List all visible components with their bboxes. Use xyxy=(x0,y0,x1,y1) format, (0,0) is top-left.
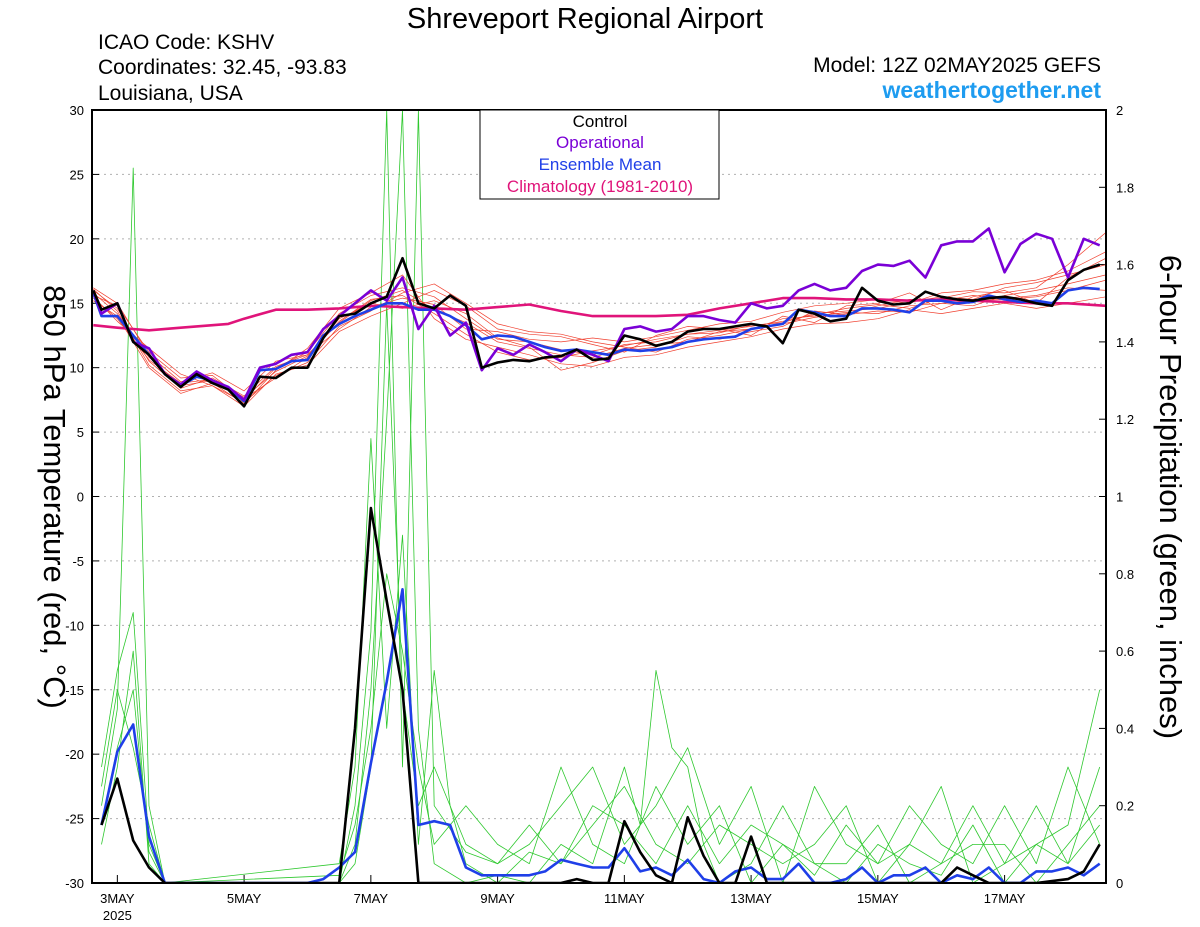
y-axis-left-ticks: 30 25 20 15 10 5 0 -5 -10 -15 -20 -25 -30 xyxy=(65,103,99,891)
legend-operational: Operational xyxy=(556,133,644,152)
legend-box xyxy=(479,109,720,200)
chart-title: Shreveport Regional Airport xyxy=(407,3,763,35)
x-tick-label: 13MAY xyxy=(730,891,772,906)
x-tick-label: 7MAY xyxy=(354,891,389,906)
y-tick-label: 10 xyxy=(70,361,84,376)
x-tick-label: 3MAY xyxy=(100,891,135,906)
site-brand[interactable]: weathertogether.net xyxy=(881,77,1101,103)
precip-member-line xyxy=(101,110,1101,883)
x-tick-label: 9MAY xyxy=(480,891,515,906)
y-right-tick-label: 0.2 xyxy=(1116,799,1134,814)
y-axis-left-title: 850 hPa Temperature (red, °C) xyxy=(37,285,72,709)
legend-climatology: Climatology (1981-2010) xyxy=(507,177,693,196)
y-tick-label: 30 xyxy=(70,103,84,118)
temp-control-line xyxy=(92,256,1101,408)
y-tick-label: -20 xyxy=(65,747,84,762)
legend-control: Control xyxy=(573,112,628,131)
legend-ensemble-mean: Ensemble Mean xyxy=(539,155,662,174)
y-tick-label: 15 xyxy=(70,296,84,311)
x-tick-label: 17MAY xyxy=(984,891,1026,906)
y-tick-label: -5 xyxy=(72,554,84,569)
model-info: Model: 12Z 02MAY2025 GEFS xyxy=(813,54,1101,77)
y-right-tick-label: 2 xyxy=(1116,103,1123,118)
location: Louisiana, USA xyxy=(98,82,243,105)
y-right-tick-label: 0.8 xyxy=(1116,567,1134,582)
precip-ensemble-mean-line xyxy=(100,587,1101,883)
series-clip xyxy=(92,110,1106,883)
x-axis-ticks: 3MAY 2025 5MAY 7MAY 9MAY 11MAY 13MAY 15MAY 17MAY xyxy=(100,875,1026,923)
x-tick-sublabel: 2025 xyxy=(103,908,132,923)
y-tick-label: 5 xyxy=(77,425,84,440)
x-tick-label: 15MAY xyxy=(857,891,899,906)
y-right-tick-label: 1.8 xyxy=(1116,180,1134,195)
temp-operational-line xyxy=(92,227,1101,402)
y-tick-label: 25 xyxy=(70,167,84,182)
x-tick-label: 5MAY xyxy=(227,891,262,906)
y-tick-label: 0 xyxy=(77,490,84,505)
x-tick-label: 11MAY xyxy=(604,891,645,906)
y-right-tick-label: 1.6 xyxy=(1116,258,1134,273)
y-tick-label: -15 xyxy=(65,683,84,698)
temp-member-line xyxy=(93,274,1106,405)
y-right-tick-label: 1 xyxy=(1116,490,1123,505)
y-right-tick-label: 0.4 xyxy=(1116,721,1134,736)
coordinates: Coordinates: 32.45, -93.83 xyxy=(98,56,347,79)
icao-code: ICAO Code: KSHV xyxy=(98,31,274,54)
temp-member-line xyxy=(93,257,1106,407)
series-group xyxy=(92,110,1106,883)
precip-member-line xyxy=(101,302,1101,883)
y-right-tick-label: 0 xyxy=(1116,876,1123,891)
legend: Control Operational Ensemble Mean Climat… xyxy=(479,109,720,200)
y-axis-right-title: 6-hour Precipitation (green, inches) xyxy=(1153,255,1188,739)
y-tick-label: -30 xyxy=(65,876,84,891)
precip-member-line xyxy=(101,573,1101,883)
y-tick-label: 20 xyxy=(70,232,84,247)
y-right-tick-label: 0.6 xyxy=(1116,644,1134,659)
y-right-tick-label: 1.4 xyxy=(1116,335,1134,350)
temp-member-line xyxy=(93,274,1106,399)
y-axis-right-ticks: 2 1.8 1.6 1.4 1.2 1 0.8 0.6 0.4 0.2 0 xyxy=(1099,103,1134,891)
y-tick-label: -10 xyxy=(65,618,84,633)
y-tick-label: -25 xyxy=(65,812,84,827)
precip-control-line xyxy=(100,506,1101,883)
y-right-tick-label: 1.2 xyxy=(1116,412,1134,427)
